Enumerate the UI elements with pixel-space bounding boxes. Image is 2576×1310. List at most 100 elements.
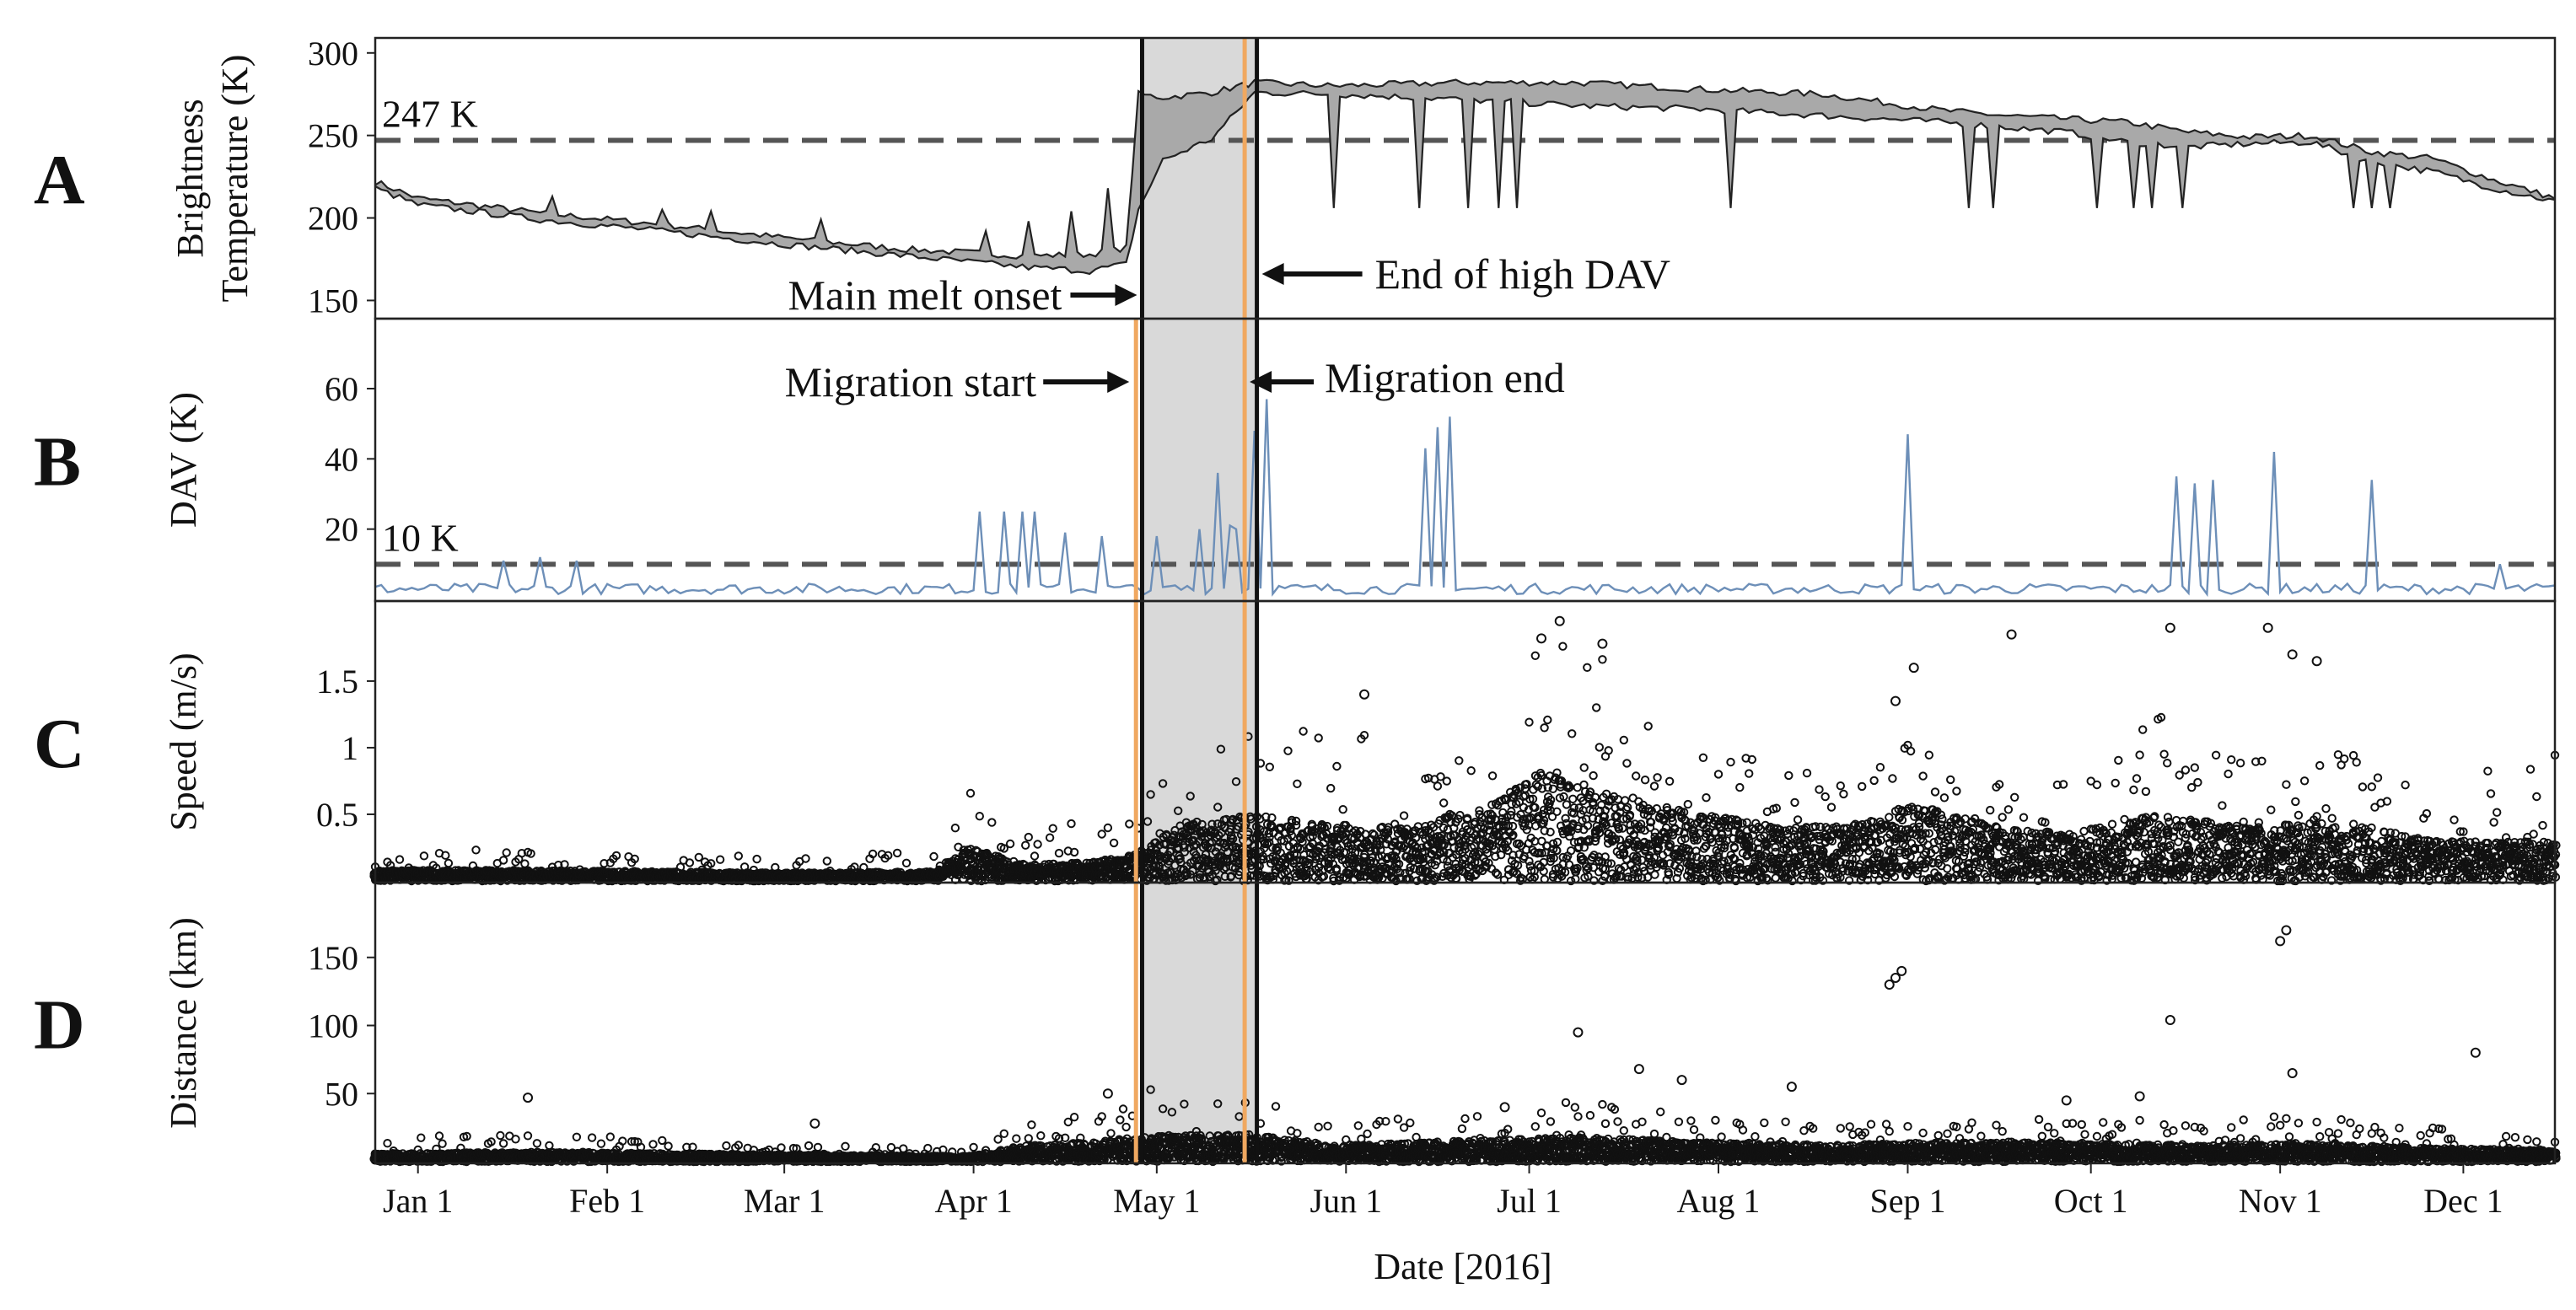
point	[2141, 787, 2151, 797]
point	[2107, 819, 2117, 829]
point	[1713, 770, 1724, 779]
point	[1735, 782, 1745, 792]
point	[2019, 813, 2029, 822]
point	[822, 856, 831, 866]
point	[2111, 778, 2120, 788]
point	[1802, 768, 1812, 778]
point	[1530, 651, 1541, 660]
point	[1653, 773, 1662, 782]
point	[1885, 813, 1894, 822]
point	[2165, 817, 2174, 827]
point	[715, 855, 725, 864]
point	[1888, 774, 1897, 783]
point	[1054, 848, 1064, 858]
point	[1595, 743, 1605, 752]
point	[1492, 870, 1503, 879]
point	[1726, 757, 1735, 767]
point	[520, 859, 530, 868]
point	[1869, 776, 1879, 786]
point	[1048, 824, 1057, 833]
point	[1906, 746, 1916, 756]
brightness-range-area	[375, 79, 2555, 274]
point	[1455, 756, 1464, 765]
point	[734, 851, 743, 861]
point	[950, 824, 960, 833]
point	[1508, 821, 1518, 831]
point	[1579, 780, 1589, 790]
point	[1784, 770, 1794, 781]
point	[1433, 781, 1443, 791]
point	[1650, 870, 1659, 879]
point	[1568, 729, 1577, 738]
dav-line	[374, 399, 2556, 598]
point	[1283, 746, 1293, 755]
point	[1583, 663, 1592, 672]
point	[1568, 794, 1578, 803]
point	[1592, 703, 1601, 712]
point	[1649, 781, 1659, 791]
point	[2010, 792, 2019, 802]
point	[1442, 776, 1452, 786]
point	[1622, 759, 1632, 768]
point	[1815, 785, 1824, 794]
point	[975, 812, 985, 821]
point	[1589, 770, 1598, 781]
point	[1265, 762, 1275, 771]
point	[1338, 805, 1347, 814]
point	[752, 854, 761, 864]
point	[1640, 776, 1650, 785]
point	[801, 854, 810, 863]
point	[1030, 851, 1040, 861]
shaded-period-a	[1142, 38, 1257, 319]
point	[1562, 800, 1572, 809]
point	[1930, 787, 1940, 797]
point	[419, 851, 429, 861]
point	[1698, 753, 1708, 762]
point	[2092, 780, 2102, 790]
point	[1745, 769, 1754, 778]
point	[2135, 750, 2144, 760]
brightness-max-line	[374, 78, 2556, 260]
point	[560, 860, 569, 869]
point	[1790, 797, 1799, 808]
point	[1021, 840, 1030, 850]
point	[1109, 838, 1119, 848]
point	[1103, 823, 1113, 833]
point	[471, 846, 481, 855]
point	[395, 855, 405, 864]
point	[1643, 722, 1653, 731]
point	[1839, 789, 1848, 799]
point	[2159, 749, 2169, 759]
point	[1439, 798, 1449, 808]
point	[965, 788, 976, 798]
point	[1125, 819, 1134, 829]
point	[1558, 642, 1568, 651]
point	[1024, 832, 1034, 842]
point	[1487, 771, 1498, 781]
point	[1771, 842, 1780, 852]
point	[1332, 761, 1342, 771]
point	[1619, 735, 1629, 745]
point	[1525, 717, 1534, 727]
point	[441, 851, 450, 860]
point	[2079, 826, 2089, 836]
brightness-min-line	[374, 89, 2556, 276]
point	[1326, 783, 1336, 793]
point	[1632, 771, 1641, 781]
point	[1033, 840, 1042, 849]
point	[1466, 766, 1476, 776]
point	[1621, 796, 1630, 805]
point	[901, 858, 912, 867]
point	[1998, 813, 2007, 822]
point	[1604, 746, 1613, 755]
point	[1399, 811, 1409, 820]
point	[2129, 785, 2138, 795]
point	[2163, 759, 2172, 768]
shaded-period-d	[1142, 883, 1257, 1163]
point	[1579, 763, 1589, 772]
point	[929, 851, 938, 862]
point	[1918, 771, 1928, 781]
point	[1952, 787, 1961, 796]
point	[1826, 803, 1837, 812]
